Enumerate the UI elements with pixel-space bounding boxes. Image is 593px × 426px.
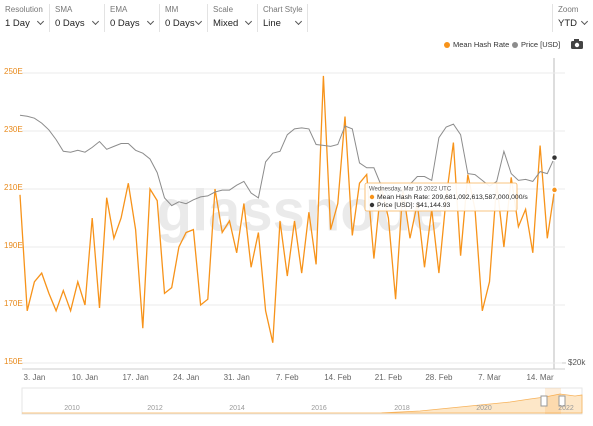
tooltip-box (364, 182, 518, 212)
zoom-dropdown[interactable]: Zoom YTD (552, 4, 593, 32)
camera-icon[interactable] (571, 39, 583, 49)
navigator-label: 2014 (229, 405, 245, 412)
x-tick-label: 3. Jan (24, 373, 46, 382)
y-tick-label: 230E (4, 125, 23, 134)
x-tick-label: 17. Jan (122, 373, 148, 382)
y-tick-label: 210E (4, 183, 23, 192)
x-tick-label: 10. Jan (72, 373, 98, 382)
dropdown[interactable]: MM 0 Days (160, 4, 208, 32)
dropdown[interactable]: SMA 0 Days (50, 4, 105, 32)
x-tick-label: 14. Mar (526, 373, 553, 382)
x-tick-label: 21. Feb (375, 373, 403, 382)
tooltip-row: Mean Hash Rate: 209,681,092,613,587,000,… (377, 194, 528, 201)
dropdown-label: Scale (213, 5, 234, 14)
x-tick-label: 7. Feb (276, 373, 299, 382)
legend-marker (444, 42, 450, 48)
navigator-label: 2020 (476, 405, 492, 412)
dropdown-value: 1 Day (5, 18, 30, 29)
navigator-label: 2016 (311, 405, 327, 412)
x-tick-label: 7. Mar (478, 373, 501, 382)
hover-point (550, 186, 559, 194)
dropdown-label: Chart Style (263, 5, 303, 14)
dropdown[interactable]: Scale Mixed (208, 4, 258, 32)
dropdown-label: Zoom (558, 5, 579, 14)
y-tick-label: 150E (4, 357, 23, 366)
y-tick-label: 250E (4, 67, 23, 76)
tooltip-date: Wednesday, Mar 16 2022 UTC (369, 187, 452, 193)
x-tick-label: 28. Feb (425, 373, 453, 382)
series-line (19, 114, 555, 207)
legend-marker (512, 42, 518, 48)
navigator-label: 2022 (558, 405, 574, 412)
dropdown-value: 0 Days (165, 18, 195, 29)
navigator-label: 2010 (64, 405, 80, 412)
x-tick-label: 14. Feb (324, 373, 352, 382)
legend-label: Mean Hash Rate (453, 40, 509, 49)
dropdown-label: SMA (55, 5, 73, 14)
toolbar: Resolution 1 Day SMA 0 Days EMA 0 Days MM 0 Day… (0, 0, 593, 36)
navigator-label: 2018 (394, 405, 410, 412)
dropdown-label: Resolution (5, 5, 43, 14)
y2-tick-label: $20k (568, 358, 586, 367)
tooltip-row: Price [USD]: $41,144.93 (377, 202, 451, 209)
tooltip-marker (369, 194, 375, 200)
dropdown-label: MM (165, 5, 179, 14)
navigator[interactable] (21, 387, 583, 415)
dropdown-label: EMA (110, 5, 128, 14)
x-tick-label: 24. Jan (173, 373, 199, 382)
dropdown-value: 0 Days (110, 18, 140, 29)
legend-label: Price [USD] (521, 40, 560, 49)
dropdown-value: 0 Days (55, 18, 85, 29)
dropdown-value: YTD (558, 18, 577, 29)
dropdown[interactable]: Chart Style Line (258, 4, 308, 32)
hover-point (550, 153, 559, 162)
y-tick-label: 190E (4, 241, 23, 250)
y-tick-label: 170E (4, 299, 23, 308)
dropdown-value: Line (263, 18, 281, 29)
navigator-label: 2012 (147, 405, 163, 412)
dropdown[interactable]: Resolution 1 Day (0, 4, 50, 32)
dropdown[interactable]: EMA 0 Days (105, 4, 160, 32)
x-tick-label: 31. Jan (224, 373, 250, 382)
dropdown-value: Mixed (213, 18, 239, 29)
tooltip-marker (369, 202, 375, 208)
